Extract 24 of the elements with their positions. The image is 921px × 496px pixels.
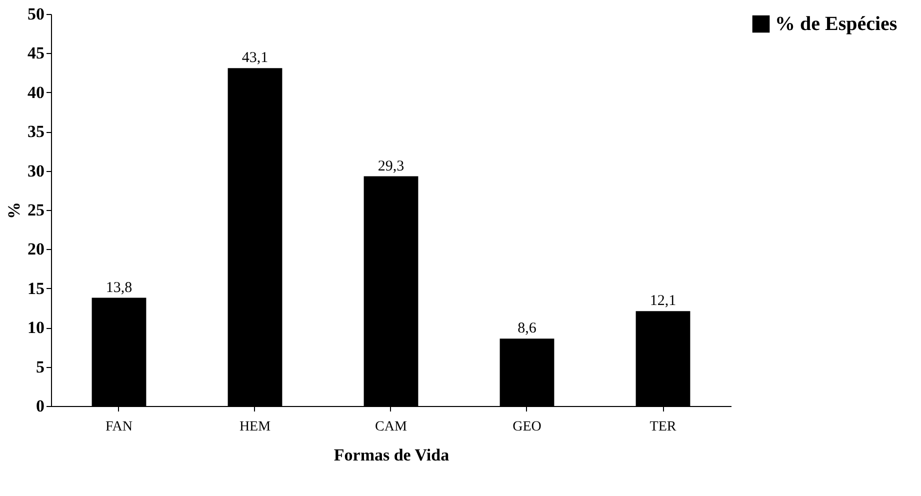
x-tick-label: HEM	[239, 420, 272, 434]
y-tick-label: 0	[36, 396, 44, 416]
x-tick-label: GEO	[512, 420, 542, 434]
y-axis-title: %	[4, 202, 24, 219]
data-label: 13,8	[106, 280, 132, 296]
y-tick-label: 5	[36, 357, 44, 376]
x-tick-label: CAM	[375, 420, 408, 434]
y-tick-label: 10	[28, 318, 44, 338]
x-tick-label: FAN	[106, 420, 132, 434]
y-tick-label: 50	[28, 4, 44, 24]
data-label: 29,3	[378, 158, 404, 174]
y-tick-label: 20	[28, 240, 44, 259]
y-tick-label: 45	[28, 44, 44, 63]
data-label: 8,6	[518, 320, 537, 337]
data-label: 12,1	[650, 293, 676, 310]
data-label: 43,1	[242, 50, 268, 66]
y-tick-label: 15	[28, 278, 44, 298]
x-tick-label: TER	[650, 420, 677, 434]
y-tick-label: 40	[28, 82, 44, 102]
x-axis-title: Formas de Vida	[334, 446, 450, 464]
y-tick-label: 30	[28, 161, 44, 180]
y-tick-label: 35	[28, 122, 44, 142]
legend-label: % de Espécies	[775, 13, 898, 35]
y-tick-label: 25	[28, 200, 44, 220]
